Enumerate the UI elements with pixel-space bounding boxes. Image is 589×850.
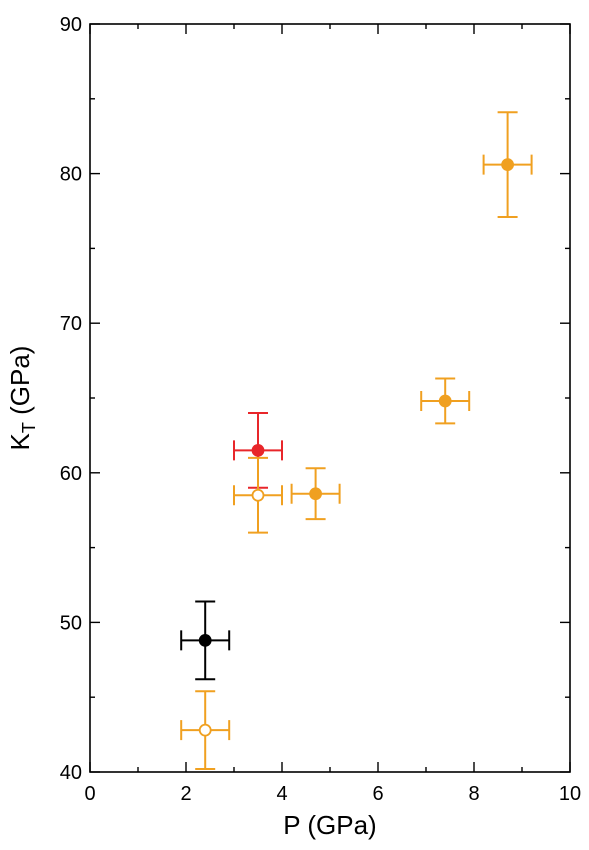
y-axis-label: KT (GPa) — [5, 346, 39, 451]
data-point — [233, 456, 283, 534]
data-point — [180, 690, 231, 771]
y-tick-label: 70 — [60, 313, 82, 335]
x-axis-label: P (GPa) — [283, 810, 376, 840]
y-tick-label: 60 — [60, 463, 82, 485]
point-marker — [501, 158, 515, 172]
point-marker — [251, 443, 265, 457]
x-tick-label: 2 — [180, 783, 191, 805]
y-axis-label-subscript: T — [19, 422, 39, 433]
axis-ticks: 0 2 4 6 8 10 40 50 60 70 80 90 — [60, 14, 581, 805]
plot-frame — [89, 23, 571, 773]
point-marker — [309, 487, 323, 501]
point-marker — [438, 394, 452, 408]
data-point — [180, 600, 231, 681]
x-tick-label: 10 — [559, 783, 581, 805]
y-tick-label: 40 — [60, 762, 82, 784]
data-point — [290, 467, 341, 521]
point-marker — [198, 633, 212, 647]
data-marks — [180, 111, 533, 771]
x-tick-label: 6 — [372, 783, 383, 805]
y-axis-label-unit: (GPa) — [5, 346, 35, 423]
y-axis-label-main: K — [5, 432, 35, 450]
y-tick-label: 80 — [60, 164, 82, 186]
y-tick-label: 50 — [60, 612, 82, 634]
x-tick-label: 4 — [276, 783, 287, 805]
data-point — [482, 111, 533, 218]
point-marker — [198, 723, 212, 737]
x-tick-label: 0 — [84, 783, 95, 805]
y-tick-label: 90 — [60, 14, 82, 36]
point-marker — [251, 488, 265, 502]
data-point — [420, 377, 471, 425]
x-tick-label: 8 — [468, 783, 479, 805]
